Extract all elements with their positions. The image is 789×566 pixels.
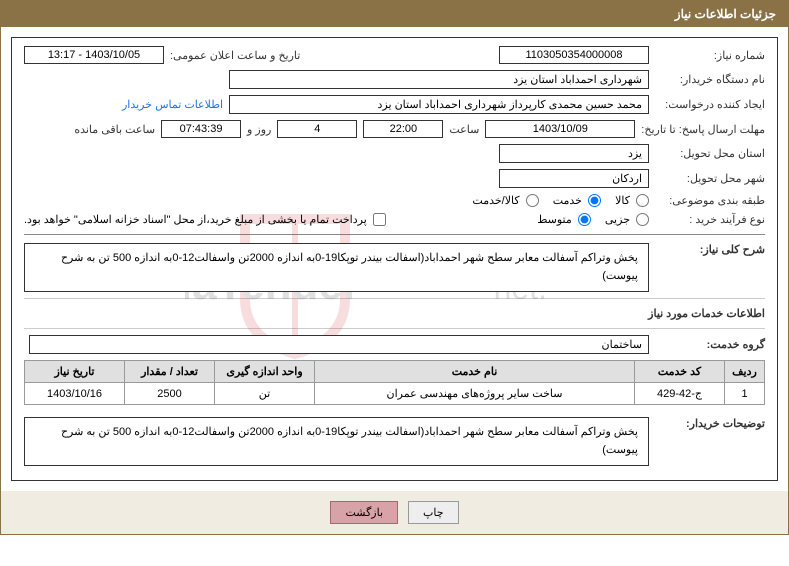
cell-qty: 2500 [125,383,215,405]
col-qty: تعداد / مقدار [125,361,215,383]
col-service-code: کد خدمت [635,361,725,383]
time-label: ساعت [449,123,479,136]
row-delivery-city: شهر محل تحویل: اردکان [24,169,765,188]
need-desc-value: پخش وتراکم آسفالت معابر سطح شهر احمداباد… [24,243,649,292]
category-label: طبقه بندی موضوعی: [655,194,765,207]
requester-value: محمد حسین محمدی کارپرداز شهرداری احمدابا… [229,95,649,114]
header-title: جزئیات اطلاعات نیاز [675,7,776,21]
services-table: ردیف کد خدمت نام خدمت واحد اندازه گیری ت… [24,360,765,405]
delivery-city-value: اردکان [499,169,649,188]
category-goods-label: کالا [615,194,630,207]
need-desc-label: شرح کلی نیاز: [655,243,765,256]
payment-note: پرداخت تمام یا بخشی از مبلغ خرید،از محل … [24,213,367,226]
category-goods-radio[interactable] [636,194,649,207]
remaining-time: 07:43:39 [161,120,241,138]
hr-2 [24,328,765,329]
cell-unit: تن [215,383,315,405]
header-bar: جزئیات اطلاعات نیاز [1,1,788,27]
announce-label: تاریخ و ساعت اعلان عمومی: [170,49,300,62]
category-goods-service-label: کالا/خدمت [472,194,519,207]
hr-1 [24,298,765,299]
row-category: طبقه بندی موضوعی: کالا خدمت کالا/خدمت [24,194,765,207]
row-delivery-province: استان محل تحویل: یزد [24,144,765,163]
main-container: جزئیات اطلاعات نیاز AriaTender .net شمار… [0,0,789,535]
table-header-row: ردیف کد خدمت نام خدمت واحد اندازه گیری ت… [25,361,765,383]
buyer-note-label: توضیحات خریدار: [655,417,765,430]
cell-row-num: 1 [725,383,765,405]
row-need-desc: شرح کلی نیاز: پخش وتراکم آسفالت معابر سط… [24,243,765,292]
announce-value: 1403/10/05 - 13:17 [24,46,164,64]
col-need-date: تاریخ نیاز [25,361,125,383]
process-partial-label: جزیی [605,213,630,226]
cell-service-code: ج-42-429 [635,383,725,405]
contact-buyer-link[interactable]: اطلاعات تماس خریدار [122,98,223,111]
row-buyer-note: توضیحات خریدار: پخش وتراکم آسفالت معابر … [24,417,765,466]
return-button[interactable]: بازگشت [330,501,398,524]
row-process-type: نوع فرآیند خرید : جزیی متوسط پرداخت تمام… [24,213,765,226]
row-buyer-device: نام دستگاه خریدار: شهرداری احمداباد استا… [24,70,765,89]
need-number-label: شماره نیاز: [655,49,765,62]
footer-buttons: چاپ بازگشت [1,491,788,534]
buyer-device-label: نام دستگاه خریدار: [655,73,765,86]
delivery-city-label: شهر محل تحویل: [655,172,765,185]
col-row-num: ردیف [725,361,765,383]
services-info-title: اطلاعات خدمات مورد نیاز [24,307,765,320]
cell-need-date: 1403/10/16 [25,383,125,405]
col-unit: واحد اندازه گیری [215,361,315,383]
category-radio-group: کالا خدمت کالا/خدمت [472,194,649,207]
need-number-value: 1103050354000008 [499,46,649,64]
row-deadline: مهلت ارسال پاسخ: تا تاریخ: 1403/10/09 سا… [24,120,765,138]
divider-1 [24,234,765,235]
buyer-note-value: پخش وتراکم آسفالت معابر سطح شهر احمداباد… [24,417,649,466]
delivery-province-label: استان محل تحویل: [655,147,765,160]
content-box: AriaTender .net شماره نیاز: 110305035400… [11,37,778,481]
row-service-group: گروه خدمت: ساختمان [24,335,765,354]
payment-note-checkbox[interactable] [373,213,386,226]
delivery-province-value: یزد [499,144,649,163]
cell-service-name: ساخت سایر پروژه‌های مهندسی عمران [315,383,635,405]
category-service-radio[interactable] [588,194,601,207]
row-need-number: شماره نیاز: 1103050354000008 تاریخ و ساع… [24,46,765,64]
process-medium-radio[interactable] [578,213,591,226]
process-partial-radio[interactable] [636,213,649,226]
deadline-time: 22:00 [363,120,443,138]
service-group-value: ساختمان [29,335,649,354]
process-medium-label: متوسط [537,213,572,226]
buyer-device-value: شهرداری احمداباد استان یزد [229,70,649,89]
requester-label: ایجاد کننده درخواست: [655,98,765,111]
category-goods-service-radio[interactable] [526,194,539,207]
process-type-label: نوع فرآیند خرید : [655,213,765,226]
table-row: 1 ج-42-429 ساخت سایر پروژه‌های مهندسی عم… [25,383,765,405]
deadline-label: مهلت ارسال پاسخ: تا تاریخ: [641,123,765,136]
print-button[interactable]: چاپ [408,501,459,524]
col-service-name: نام خدمت [315,361,635,383]
remaining-label: ساعت باقی مانده [74,123,155,136]
row-requester: ایجاد کننده درخواست: محمد حسین محمدی کار… [24,95,765,114]
days-and-label: روز و [247,123,271,136]
process-radio-group: جزیی متوسط [537,213,649,226]
days-value: 4 [277,120,357,138]
service-group-label: گروه خدمت: [655,338,765,351]
deadline-date: 1403/10/09 [485,120,635,138]
category-service-label: خدمت [553,194,582,207]
